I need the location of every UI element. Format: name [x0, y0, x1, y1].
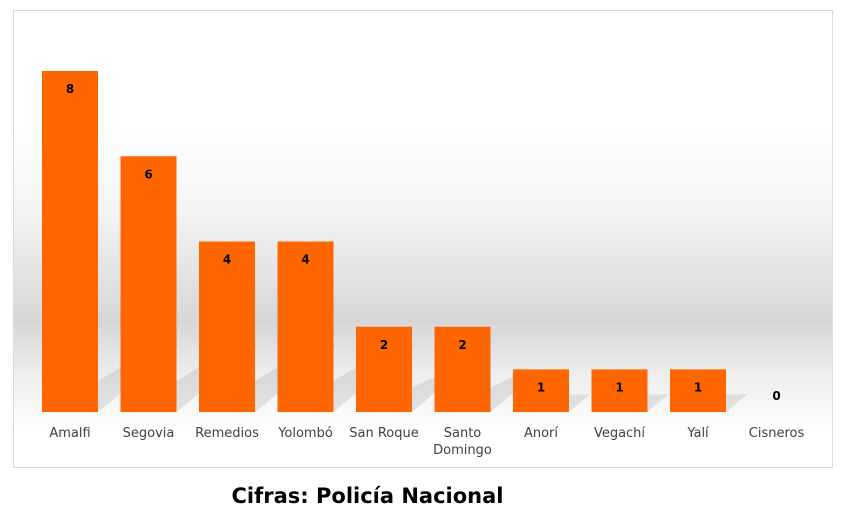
data-label: 4 [223, 253, 231, 267]
bar [199, 241, 255, 412]
x-tick-label: Amalfi [49, 426, 90, 441]
x-tick-label: Remedios [195, 426, 259, 441]
x-tick-label: Yolombó [277, 426, 333, 441]
data-label: 8 [66, 82, 74, 96]
bars-group [42, 71, 726, 412]
x-tick-label: San Roque [349, 426, 418, 441]
data-label: 1 [694, 380, 702, 394]
x-tick-label: Vegachí [594, 426, 645, 441]
bar [513, 369, 569, 412]
bar [42, 71, 98, 412]
data-label: 2 [380, 338, 388, 352]
data-label: 4 [301, 253, 309, 267]
bar [670, 369, 726, 412]
x-tick-label: Segovia [123, 426, 175, 441]
bar [356, 326, 412, 412]
bar [434, 326, 491, 412]
bar [591, 369, 648, 412]
x-tick-label: Cisneros [749, 426, 805, 441]
bar [277, 241, 334, 412]
data-labels-group: 8 6 4 4 2 2 1 1 1 0 [66, 82, 781, 403]
data-label: 6 [144, 167, 152, 181]
x-tick-label: Yalí [686, 426, 709, 441]
x-tick-labels-group: Amalfi Segovia Remedios Yolombó San Roque San… [49, 426, 804, 458]
data-label: 2 [458, 338, 466, 352]
data-label: 1 [537, 380, 545, 394]
x-tick-label: Santo Domingo [433, 426, 492, 458]
bar [120, 156, 177, 412]
x-tick-label: Anorí [524, 426, 558, 441]
data-label: 0 [772, 389, 780, 403]
data-label: 1 [615, 380, 623, 394]
source-caption: Cifras: Policía Nacional [231, 484, 504, 508]
